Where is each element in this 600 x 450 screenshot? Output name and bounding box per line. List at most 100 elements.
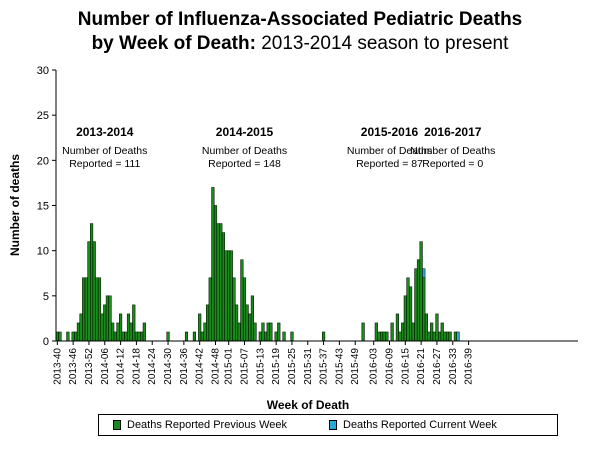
- bar-previous: [71, 331, 75, 342]
- bar-previous: [380, 331, 384, 342]
- annotation-line2: Reported = 87: [356, 158, 423, 170]
- bar-previous: [229, 250, 233, 342]
- annotation-line1: Number of Deaths: [347, 145, 432, 157]
- legend-swatch-previous: [113, 420, 121, 430]
- bar-previous: [66, 331, 70, 342]
- x-tick-label: 2014-12: [116, 348, 127, 385]
- bar-previous: [79, 313, 83, 342]
- bar-previous: [398, 331, 402, 342]
- x-tick-label: 2016-27: [432, 348, 443, 385]
- bar-previous: [361, 322, 365, 342]
- x-tick-label: 2016-33: [448, 348, 459, 385]
- chart-title: Number of Influenza-Associated Pediatric…: [0, 8, 600, 56]
- bar-previous: [264, 331, 268, 342]
- bar-previous: [374, 322, 378, 342]
- bar-previous: [95, 277, 99, 342]
- bar-current: [456, 331, 460, 342]
- bar-previous: [211, 187, 215, 342]
- bar-previous: [116, 322, 120, 342]
- x-tick-label: 2015-07: [240, 348, 251, 385]
- bars-group: [55, 187, 460, 342]
- x-tick-label: 2015-43: [334, 348, 345, 385]
- title-line2-rest: 2013-2014 season to present: [255, 33, 509, 54]
- bar-previous: [406, 277, 410, 342]
- bar-previous: [382, 331, 386, 342]
- annotation-line2: Reported = 111: [69, 158, 140, 170]
- bar-previous: [322, 331, 326, 342]
- y-tick-label: 20: [37, 155, 49, 167]
- legend-label-previous: Deaths Reported Previous Week: [127, 419, 287, 431]
- x-tick-label: 2013-52: [84, 348, 95, 385]
- y-tick-label: 10: [37, 246, 49, 258]
- legend-swatch-current: [329, 420, 337, 430]
- annotation-season: 2016-2017: [424, 125, 482, 139]
- bar-previous: [119, 313, 123, 342]
- title-line2-bold: by Week of Death:: [91, 33, 256, 54]
- bar-previous: [232, 277, 236, 342]
- x-tick-label: 2014-36: [179, 348, 190, 385]
- bar-previous: [84, 277, 88, 342]
- x-tick-label: 2014-42: [195, 348, 206, 385]
- bar-previous: [87, 241, 91, 342]
- bar-previous: [385, 331, 389, 342]
- bar-previous: [422, 277, 426, 342]
- bar-previous: [445, 331, 450, 342]
- x-tick-label: 2015-37: [319, 348, 330, 385]
- bar-previous: [409, 286, 413, 342]
- bar-previous: [435, 313, 439, 342]
- bar-previous: [453, 331, 457, 342]
- bar-previous: [224, 250, 228, 342]
- x-tick-label: 2015-31: [303, 348, 314, 385]
- bar-previous: [129, 322, 133, 342]
- bar-previous: [108, 295, 112, 342]
- bar-previous: [248, 313, 252, 342]
- bar-previous: [105, 295, 109, 342]
- annotation-line1: Number of Deaths: [62, 145, 147, 157]
- annotation-line2: Reported = 0: [422, 158, 483, 170]
- legend-item-previous: Deaths Reported Previous Week: [113, 419, 287, 431]
- bar-current: [422, 268, 426, 279]
- bar-previous: [82, 277, 86, 342]
- bar-previous: [113, 331, 117, 342]
- annotation-season: 2015-2016: [361, 125, 419, 139]
- bar-previous: [213, 205, 218, 342]
- bar-previous: [103, 304, 107, 342]
- bar-previous: [219, 223, 223, 342]
- x-tick-label: 2014-18: [131, 348, 142, 385]
- bar-previous: [92, 241, 96, 342]
- bar-previous: [208, 277, 212, 342]
- bar-previous: [390, 322, 394, 342]
- bar-previous: [432, 331, 436, 342]
- bar-previous: [227, 250, 231, 342]
- bar-previous: [97, 277, 102, 342]
- x-tick-label: 2016-09: [385, 348, 396, 385]
- bar-previous: [250, 295, 254, 342]
- x-tick-label: 2014-06: [100, 348, 111, 385]
- x-tick-label: 2014-30: [163, 348, 174, 385]
- annotation-line2: Reported = 148: [208, 158, 281, 170]
- bar-previous: [395, 313, 399, 342]
- y-tick-label: 0: [43, 336, 49, 348]
- y-tick-label: 5: [43, 291, 49, 303]
- bar-previous: [377, 331, 381, 342]
- x-tick-label: 2014-24: [147, 348, 158, 385]
- bar-previous: [414, 268, 418, 342]
- x-tick-label: 2015-25: [287, 348, 298, 385]
- bar-previous: [258, 331, 262, 342]
- y-axis-label: Number of deaths: [8, 154, 22, 256]
- x-tick-label: 2016-15: [400, 348, 411, 385]
- bar-previous: [419, 241, 423, 342]
- annotation-line1: Number of Deaths: [202, 145, 287, 157]
- bar-previous: [424, 313, 428, 342]
- bar-previous: [448, 331, 452, 342]
- bar-previous: [427, 331, 431, 342]
- x-tick-label: 2015-13: [255, 348, 266, 385]
- bar-previous: [430, 322, 434, 342]
- bar-previous: [253, 322, 257, 342]
- bar-previous: [90, 223, 94, 342]
- legend: Deaths Reported Previous Week Deaths Rep…: [98, 414, 558, 436]
- bar-previous: [240, 259, 244, 342]
- bar-previous: [58, 331, 62, 342]
